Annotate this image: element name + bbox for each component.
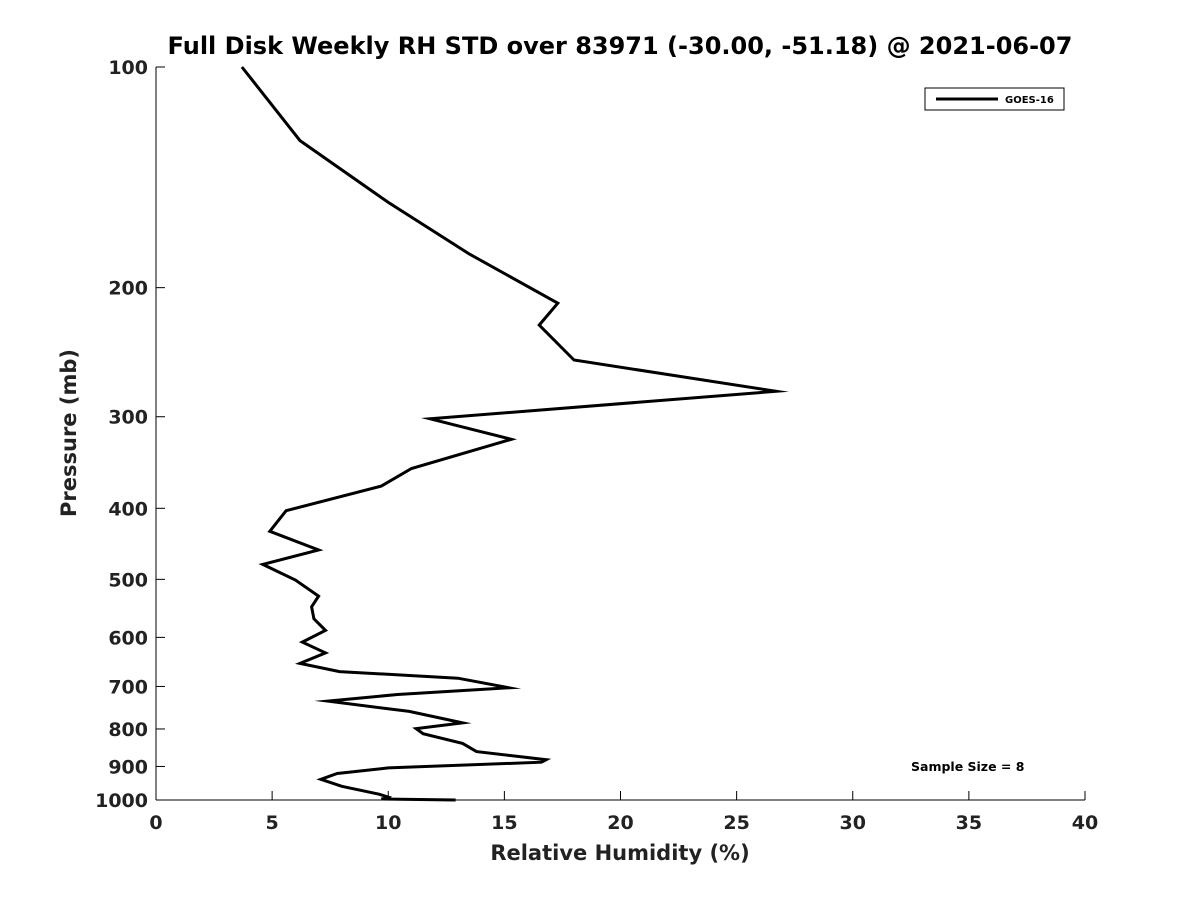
sample-size-annotation: Sample Size = 8 bbox=[911, 759, 1024, 774]
y-tick-label: 1000 bbox=[95, 790, 148, 812]
plot-area bbox=[155, 67, 1085, 801]
y-tick-label: 500 bbox=[108, 569, 148, 591]
x-tick-label: 20 bbox=[607, 812, 633, 834]
y-tick-label: 800 bbox=[108, 719, 148, 741]
legend-label-goes-16: GOES-16 bbox=[1005, 95, 1054, 106]
y-tick-label: 200 bbox=[108, 278, 148, 300]
x-tick-label: 30 bbox=[840, 812, 866, 834]
x-tick-label: 40 bbox=[1072, 812, 1098, 834]
x-tick-label: 35 bbox=[956, 812, 982, 834]
x-tick-label: 5 bbox=[266, 812, 279, 834]
y-axis-label: Pressure (mb) bbox=[57, 349, 81, 517]
x-tick-label: 25 bbox=[723, 812, 749, 834]
y-tick-label: 700 bbox=[108, 676, 148, 698]
x-tick-label: 10 bbox=[375, 812, 401, 834]
series-line-goes-16 bbox=[240, 66, 789, 802]
y-tick-label: 400 bbox=[108, 498, 148, 520]
x-tick-label: 0 bbox=[149, 812, 162, 834]
legend: GOES-16 bbox=[924, 87, 1065, 111]
x-axis-ticks: 0 5 10 15 20 25 30 35 40 bbox=[149, 791, 1098, 834]
series-layer bbox=[240, 66, 789, 802]
x-tick-label: 15 bbox=[491, 812, 517, 834]
y-axis-ticks: 100 200 300 400 500 600 700 800 900 1000 bbox=[95, 57, 165, 812]
y-tick-label: 600 bbox=[108, 627, 148, 649]
chart-title: Full Disk Weekly RH STD over 83971 (-30.… bbox=[168, 32, 1073, 60]
y-tick-label: 100 bbox=[108, 57, 148, 79]
y-tick-label: 300 bbox=[108, 407, 148, 429]
x-axis-label: Relative Humidity (%) bbox=[490, 841, 749, 865]
y-tick-label: 900 bbox=[108, 756, 148, 778]
